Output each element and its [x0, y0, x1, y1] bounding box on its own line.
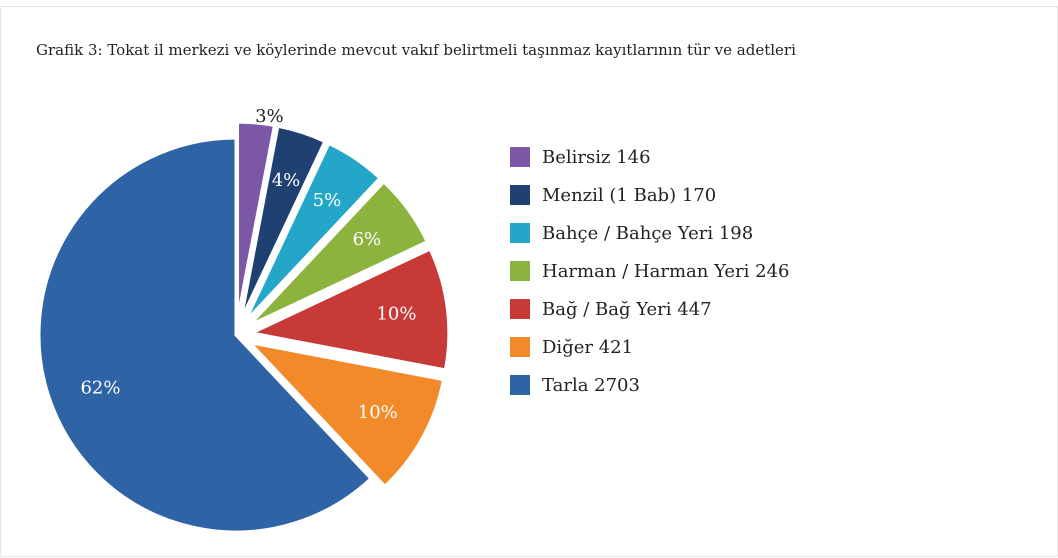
slice-label: 3% — [255, 106, 284, 127]
legend-swatch — [510, 147, 530, 167]
legend-swatch — [510, 185, 530, 205]
pie-slice — [247, 247, 451, 372]
pie-slice — [245, 340, 446, 489]
slice-label: 62% — [80, 378, 120, 399]
pie-slice — [247, 179, 430, 327]
slice-label: 6% — [353, 229, 382, 250]
chart-title: Grafik 3: Tokat il merkezi ve köylerinde… — [36, 41, 796, 59]
legend-swatch — [510, 299, 530, 319]
pie-slice — [236, 120, 277, 320]
legend-label: Tarla 2703 — [542, 375, 640, 396]
pie-slice — [239, 124, 327, 321]
slice-label: 10% — [376, 304, 416, 325]
legend-swatch — [510, 223, 530, 243]
slice-label: 5% — [313, 190, 342, 211]
slice-label: 10% — [358, 402, 398, 423]
legend-swatch — [510, 261, 530, 281]
legend-swatch — [510, 337, 530, 357]
slice-label: 4% — [272, 170, 301, 191]
pie-slice — [243, 141, 382, 323]
legend-label: Bağ / Bağ Yeri 447 — [542, 299, 712, 320]
legend-swatch — [510, 375, 530, 395]
legend-label: Menzil (1 Bab) 170 — [542, 185, 716, 206]
legend-label: Diğer 421 — [542, 337, 633, 358]
pie-slice — [37, 136, 373, 534]
legend-label: Harman / Harman Yeri 246 — [542, 261, 790, 282]
legend-label: Belirsiz 146 — [542, 147, 651, 168]
legend-label: Bahçe / Bahçe Yeri 198 — [542, 223, 753, 244]
